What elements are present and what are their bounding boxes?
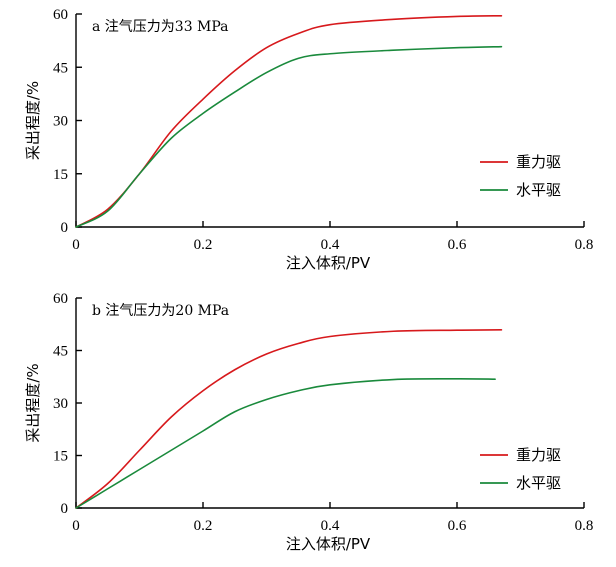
x-tick-label: 0.6 [448,237,467,253]
y-tick-label: 60 [53,291,68,307]
series-line-horizontal [75,45,503,228]
panel-title: b 注气压力为20 MPa [92,303,229,319]
y-axis-title: 采出程度/% [24,363,42,442]
x-tick-label: 0 [72,518,80,534]
y-tick-label: 60 [53,7,68,23]
y-tick-label: 15 [53,167,68,183]
y-tick-label: 15 [53,449,68,465]
chart-panel-a: 0 15 30 45 60 0 0.2 0.4 0.6 0.8 注入体积/PV 采出程度/% a 注气压… [24,7,593,272]
series-line-gravity [75,329,503,509]
x-tick-label: 0.2 [194,518,213,534]
x-tick-label: 0.4 [321,518,340,534]
x-tick-label: 0.6 [448,518,467,534]
legend-label: 重力驱 [516,446,561,464]
series-line-horizontal [75,378,496,509]
chart-panel-b: 0 15 30 45 60 0 0.2 0.4 0.6 0.8 注入体积/PV 采出程度/% b 注气压… [24,291,593,553]
panel-title: a 注气压力为33 MPa [92,19,229,35]
y-tick-label: 30 [53,114,68,130]
series-line-gravity [75,14,503,228]
x-axis-title: 注入体积/PV [286,254,371,272]
y-tick-label: 45 [53,344,68,360]
legend-label: 重力驱 [516,153,561,171]
x-tick-label: 0.2 [194,237,213,253]
y-axis-title: 采出程度/% [24,81,42,160]
y-tick-label: 0 [61,220,69,236]
x-axis-title: 注入体积/PV [286,535,371,553]
x-tick-label: 0 [72,237,80,253]
legend-label: 水平驱 [516,474,561,492]
x-tick-label: 0.8 [575,237,594,253]
y-tick-label: 45 [53,60,68,76]
y-tick-label: 0 [61,501,69,517]
x-tick-label: 0.4 [321,237,340,253]
legend-label: 水平驱 [516,181,561,199]
y-tick-label: 30 [53,396,68,412]
x-tick-label: 0.8 [575,518,594,534]
